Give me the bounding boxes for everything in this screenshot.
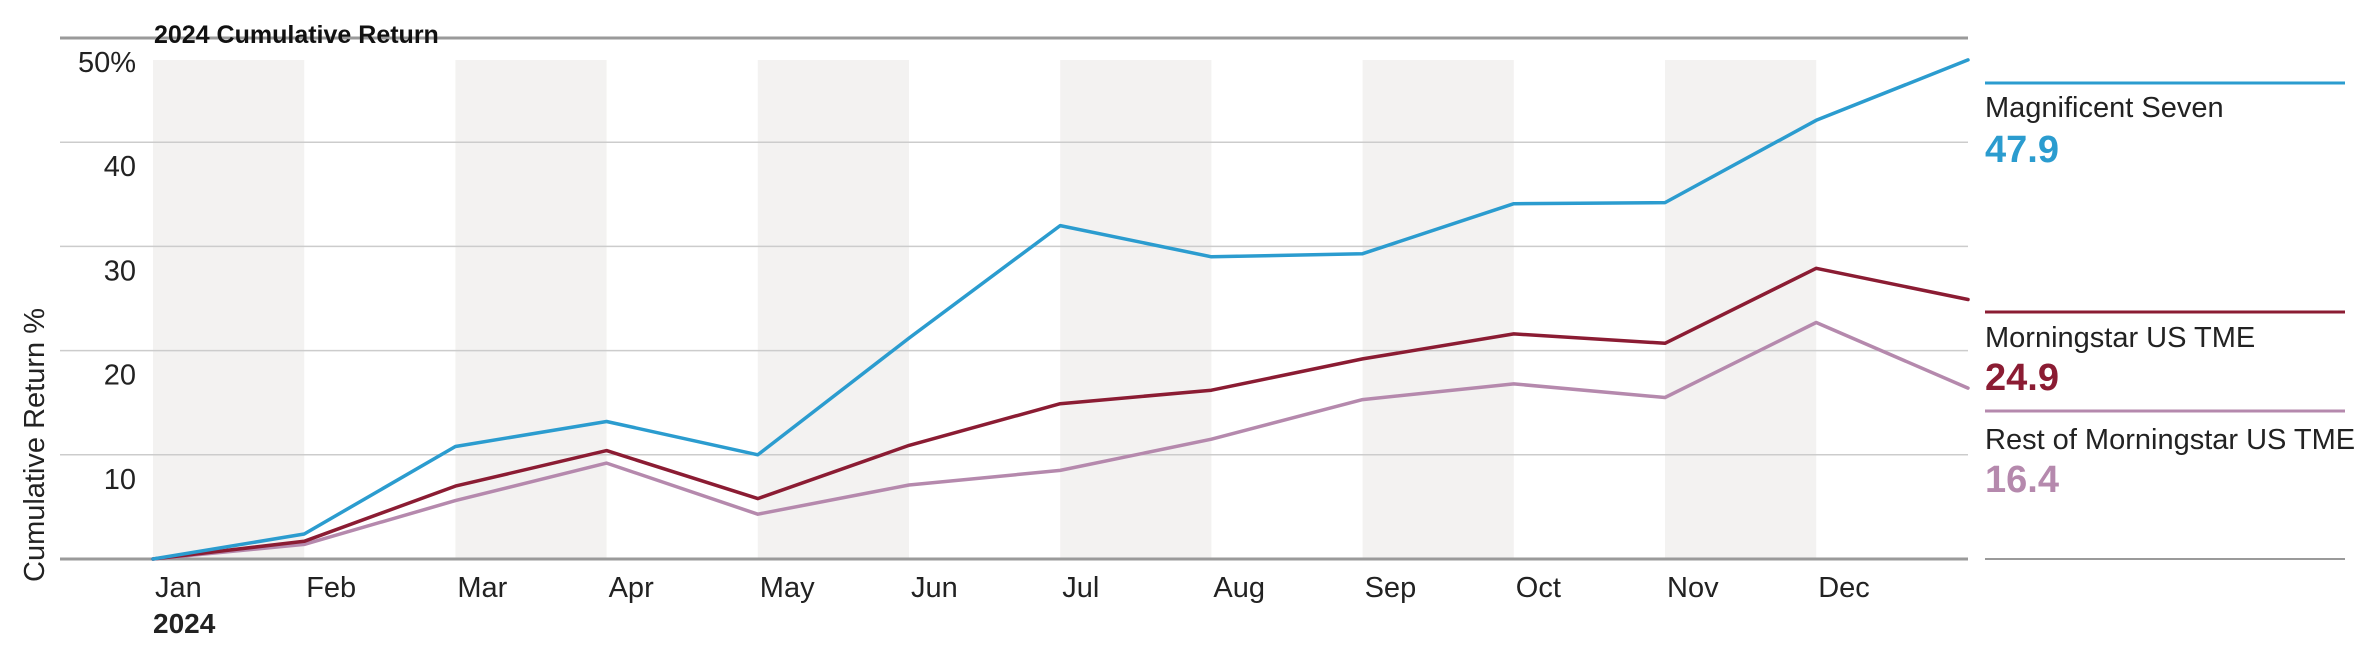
y-tick-label: 10 [104, 464, 136, 496]
month-band [455, 60, 607, 559]
y-tick-label: 20 [104, 360, 136, 392]
series-line [151, 58, 1970, 561]
x-tick-label: Nov [1667, 572, 1719, 604]
series-line [151, 320, 1970, 561]
month-band [757, 60, 909, 559]
legend-series-name: Magnificent Seven [1985, 92, 2224, 124]
legend-series-value: 16.4 [1985, 459, 2059, 501]
y-axis-label: Cumulative Return % [19, 308, 51, 582]
x-axis-year: 2024 [153, 608, 216, 639]
y-tick-label: 40 [104, 151, 136, 183]
month-band [1060, 60, 1212, 559]
y-tick-label: 30 [104, 255, 136, 287]
legend: Magnificent Seven 47.9 Morningstar US TME2… [1985, 81, 2355, 501]
legend-series-name: Rest of Morningstar US TME [1985, 424, 2355, 456]
x-tick-label: Jan [155, 572, 202, 604]
legend-series-name: Morningstar US TME [1985, 322, 2255, 354]
x-tick-label: Mar [457, 572, 507, 604]
month-shading-bands [153, 60, 1817, 559]
month-band [1362, 60, 1514, 559]
x-tick-label: May [760, 572, 815, 604]
x-tick-label: Feb [306, 572, 356, 604]
month-band [153, 60, 305, 559]
x-tick-label: Jun [911, 572, 958, 604]
grid-lines [60, 36, 1968, 456]
series-lines [151, 58, 1970, 561]
y-tick-label: 50% [78, 47, 136, 79]
x-tick-label: Apr [609, 572, 654, 604]
axes: 10 20 30 40 50% Jan Feb Mar Apr May Jun Jul Aug Sep Oc… [60, 47, 2345, 604]
legend-series-value: 24.9 [1985, 357, 2059, 399]
x-tick-label: Oct [1516, 572, 1561, 604]
series-line [151, 266, 1970, 561]
legend-series-value: 47.9 [1985, 129, 2059, 171]
x-tick-label: Sep [1365, 572, 1417, 604]
x-tick-label: Dec [1818, 572, 1870, 604]
x-tick-label: Jul [1062, 572, 1099, 604]
month-band [1665, 60, 1817, 559]
x-tick-label: Aug [1213, 572, 1265, 604]
chart-title: 2024 Cumulative Return [154, 21, 439, 49]
